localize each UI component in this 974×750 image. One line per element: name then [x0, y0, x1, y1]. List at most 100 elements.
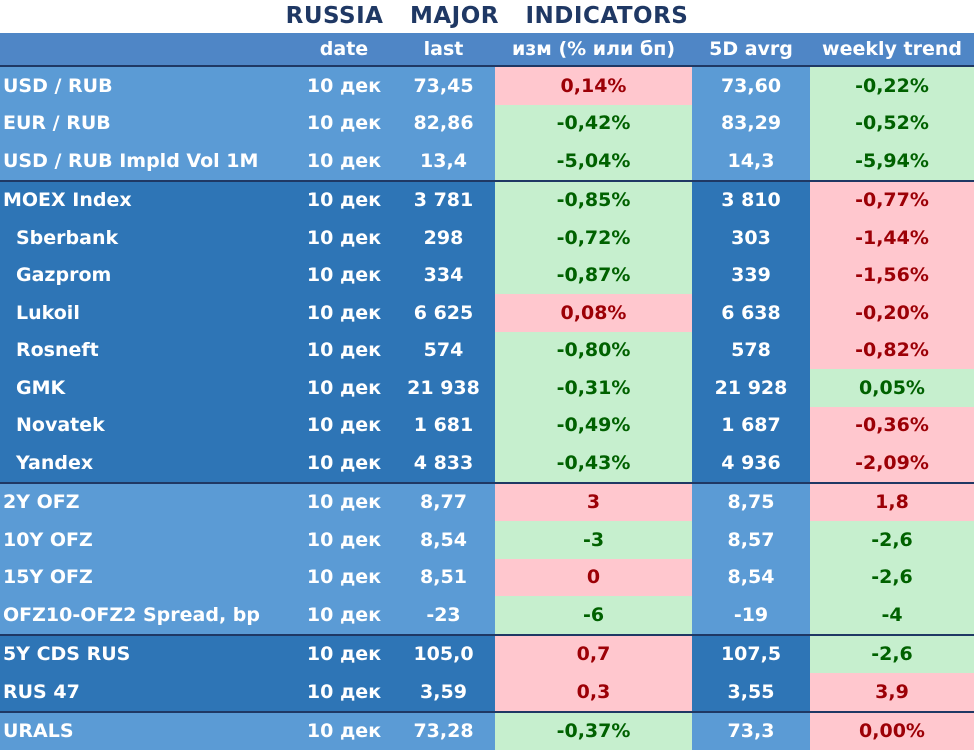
row-last: 334: [392, 257, 495, 295]
row-5d-average: 14,3: [692, 142, 810, 181]
header-name: [0, 33, 296, 66]
row-weekly-trend: -0,52%: [810, 105, 974, 143]
row-date: 10 дек: [296, 407, 392, 445]
row-name: 2Y OFZ: [0, 483, 296, 522]
row-date: 10 дек: [296, 712, 392, 750]
row-date: 10 дек: [296, 142, 392, 181]
header-last: last: [392, 33, 495, 66]
row-name: 5Y CDS RUS: [0, 635, 296, 674]
row-last: 21 938: [392, 369, 495, 407]
row-5d-average: 6 638: [692, 294, 810, 332]
row-last: 82,86: [392, 105, 495, 143]
row-name: RUS 47: [0, 673, 296, 712]
row-5d-average: 8,75: [692, 483, 810, 522]
row-weekly-trend: -5,94%: [810, 142, 974, 181]
row-weekly-trend: -0,77%: [810, 181, 974, 220]
row-5d-average: 1 687: [692, 407, 810, 445]
row-5d-average: 3,55: [692, 673, 810, 712]
row-name: Lukoil: [0, 294, 296, 332]
row-date: 10 дек: [296, 596, 392, 635]
row-change: -0,85%: [495, 181, 692, 220]
row-change: -0,37%: [495, 712, 692, 750]
row-change: -0,72%: [495, 219, 692, 257]
row-change: -0,31%: [495, 369, 692, 407]
header-change: изм (% или бп): [495, 33, 692, 66]
row-weekly-trend: 0,05%: [810, 369, 974, 407]
row-name: Novatek: [0, 407, 296, 445]
row-name: Yandex: [0, 444, 296, 483]
row-name: Rosneft: [0, 332, 296, 370]
row-last: 3 781: [392, 181, 495, 220]
row-last: 574: [392, 332, 495, 370]
header-weekly-trend: weekly trend: [810, 33, 974, 66]
row-change: -0,49%: [495, 407, 692, 445]
row-name: 15Y OFZ: [0, 559, 296, 597]
indicators-table: date last изм (% или бп) 5D avrg weekly …: [0, 33, 974, 750]
row-change: -0,42%: [495, 105, 692, 143]
row-last: 8,51: [392, 559, 495, 597]
row-weekly-trend: -4: [810, 596, 974, 635]
row-date: 10 дек: [296, 483, 392, 522]
row-date: 10 дек: [296, 673, 392, 712]
row-last: 105,0: [392, 635, 495, 674]
row-weekly-trend: -2,09%: [810, 444, 974, 483]
row-change: -0,87%: [495, 257, 692, 295]
row-date: 10 дек: [296, 521, 392, 559]
row-name: Gazprom: [0, 257, 296, 295]
row-date: 10 дек: [296, 332, 392, 370]
row-change: 0,14%: [495, 66, 692, 105]
row-change: 0,08%: [495, 294, 692, 332]
row-last: 3,59: [392, 673, 495, 712]
row-weekly-trend: -1,56%: [810, 257, 974, 295]
row-5d-average: 339: [692, 257, 810, 295]
row-weekly-trend: -1,44%: [810, 219, 974, 257]
row-name: GMK: [0, 369, 296, 407]
row-weekly-trend: -0,22%: [810, 66, 974, 105]
row-date: 10 дек: [296, 294, 392, 332]
row-last: 8,77: [392, 483, 495, 522]
row-name: MOEX Index: [0, 181, 296, 220]
row-date: 10 дек: [296, 66, 392, 105]
row-date: 10 дек: [296, 105, 392, 143]
row-5d-average: 73,60: [692, 66, 810, 105]
row-5d-average: 8,57: [692, 521, 810, 559]
header-row: date last изм (% или бп) 5D avrg weekly …: [0, 33, 974, 66]
row-5d-average: 578: [692, 332, 810, 370]
row-last: 1 681: [392, 407, 495, 445]
row-date: 10 дек: [296, 444, 392, 483]
row-last: 298: [392, 219, 495, 257]
row-name: OFZ10-OFZ2 Spread, bp: [0, 596, 296, 635]
row-change: 0: [495, 559, 692, 597]
row-5d-average: 83,29: [692, 105, 810, 143]
row-5d-average: 303: [692, 219, 810, 257]
row-last: 8,54: [392, 521, 495, 559]
row-last: 73,28: [392, 712, 495, 750]
row-change: -6: [495, 596, 692, 635]
row-last: 6 625: [392, 294, 495, 332]
row-change: -0,43%: [495, 444, 692, 483]
row-change: -3: [495, 521, 692, 559]
row-5d-average: -19: [692, 596, 810, 635]
row-last: 4 833: [392, 444, 495, 483]
row-last: 13,4: [392, 142, 495, 181]
row-name: URALS: [0, 712, 296, 750]
row-date: 10 дек: [296, 369, 392, 407]
row-weekly-trend: 3,9: [810, 673, 974, 712]
row-weekly-trend: 1,8: [810, 483, 974, 522]
row-5d-average: 107,5: [692, 635, 810, 674]
row-name: EUR / RUB: [0, 105, 296, 143]
